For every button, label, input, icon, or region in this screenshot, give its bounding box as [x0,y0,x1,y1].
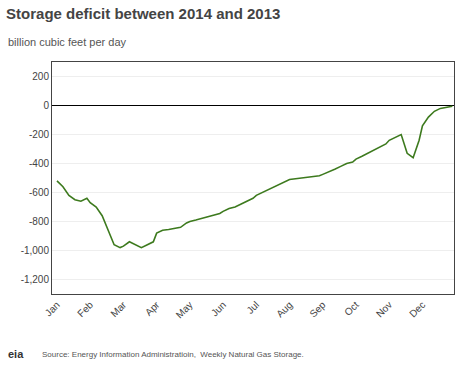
svg-text:Dec: Dec [407,299,427,319]
svg-text:-400: -400 [29,158,49,169]
svg-text:-1,000: -1,000 [21,245,50,256]
svg-text:Jul: Jul [244,299,261,316]
svg-text:Oct: Oct [342,299,361,318]
svg-text:-600: -600 [29,187,49,198]
svg-text:Apr: Apr [143,299,162,318]
svg-text:200: 200 [32,71,49,82]
svg-text:Source: Energy Information Adm: Source: Energy Information Administratio… [42,350,304,359]
svg-text:Feb: Feb [75,299,95,319]
svg-text:Mar: Mar [108,299,128,319]
svg-text:Nov: Nov [374,299,394,319]
svg-text:0: 0 [43,100,49,111]
svg-text:-1,200: -1,200 [21,274,50,285]
svg-text:eia: eia [8,348,24,360]
svg-text:Jun: Jun [209,299,228,318]
svg-text:-200: -200 [29,129,49,140]
svg-text:billion cubic feet per day: billion cubic feet per day [8,36,127,48]
svg-text:Sep: Sep [307,299,328,320]
svg-text:Jan: Jan [43,299,62,318]
svg-text:Storage deficit between 2014 a: Storage deficit between 2014 and 2013 [6,5,280,22]
svg-text:May: May [174,299,195,320]
svg-text:-800: -800 [29,216,49,227]
svg-text:Aug: Aug [274,299,294,319]
